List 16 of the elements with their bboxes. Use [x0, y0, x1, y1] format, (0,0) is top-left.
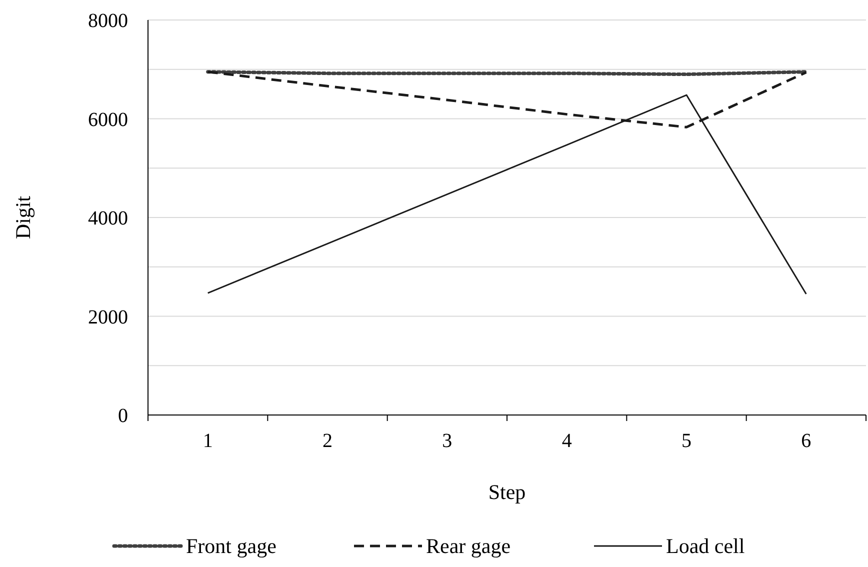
y-tick-label: 2000 [88, 306, 128, 328]
y-axis-title: Digit [11, 196, 35, 240]
x-tick-label: 3 [442, 430, 452, 452]
x-tick-label: 2 [322, 430, 332, 452]
legend-label: Rear gage [426, 534, 511, 558]
y-tick-label: 0 [118, 405, 128, 427]
legend-label: Load cell [666, 534, 745, 558]
x-tick-label: 4 [562, 430, 572, 452]
legend-label: Front gage [186, 534, 276, 558]
y-tick-label: 6000 [88, 108, 128, 131]
x-tick-label: 1 [202, 430, 213, 452]
x-tick-label: 5 [682, 430, 692, 452]
x-tick-label: 6 [801, 430, 812, 452]
y-tick-label: 8000 [88, 10, 128, 32]
x-axis-title: Step [488, 480, 526, 504]
y-tick-label: 4000 [88, 208, 128, 230]
